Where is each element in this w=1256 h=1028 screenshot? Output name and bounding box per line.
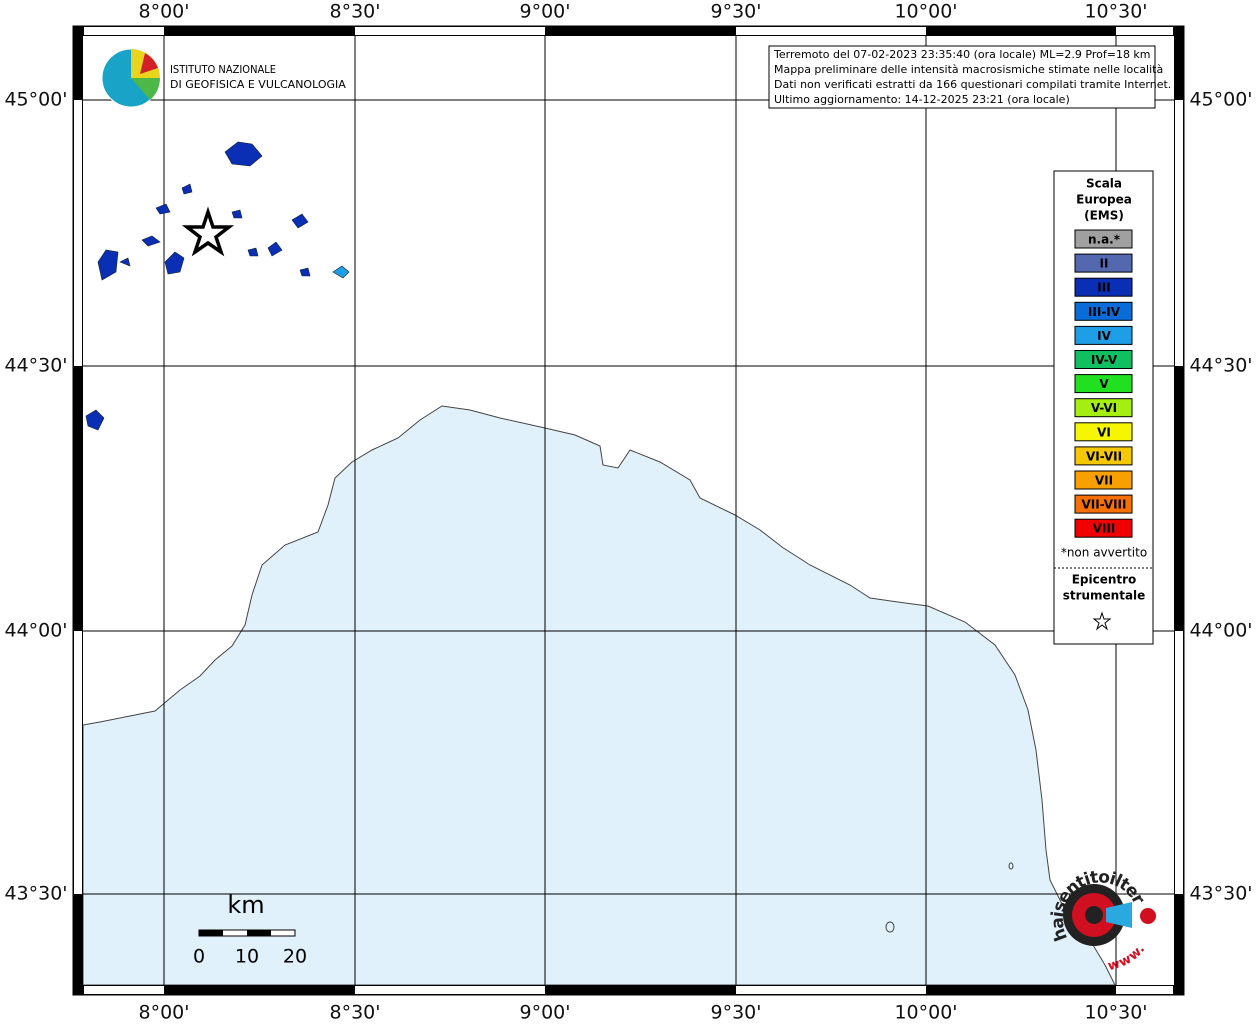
lon-label: 8°00' <box>139 1002 190 1024</box>
lat-label: 45°00' <box>4 89 67 111</box>
scale-label: 0 <box>193 946 205 968</box>
legend-swatch <box>1074 470 1133 490</box>
scale-bar-segment <box>247 930 271 936</box>
legend-label: V <box>1099 377 1109 391</box>
lat-label: 43°30' <box>4 883 67 905</box>
lon-label: 10°30' <box>1084 1002 1147 1024</box>
lat-label: 45°00' <box>1189 89 1252 111</box>
legend-title: Europea <box>1076 193 1132 207</box>
legend-label: VII <box>1095 474 1113 488</box>
legend-star <box>1092 611 1112 631</box>
legend-swatch <box>1074 494 1133 514</box>
legend-label: n.a.* <box>1088 233 1121 247</box>
scale-unit: km <box>227 891 264 919</box>
info-line: Ultimo aggiornamento: 14-12-2025 23:21 (… <box>774 93 1070 106</box>
legend-swatch <box>1074 229 1133 249</box>
lon-label: 10°00' <box>894 1002 957 1024</box>
sea <box>82 405 1116 986</box>
legend-label: III <box>1097 281 1110 295</box>
legend-label: VI <box>1097 425 1111 439</box>
logo-sector <box>131 78 161 100</box>
lon-label: 9°30' <box>711 1002 762 1024</box>
lat-label: 44°30' <box>1189 355 1252 377</box>
frame-outline <box>72 25 1185 996</box>
lon-label: 8°30' <box>330 1 381 23</box>
lon-label: 10°00' <box>894 1 957 23</box>
legend-epicenter: strumentale <box>1063 589 1146 603</box>
frame-ticks <box>74 27 1183 994</box>
lat-label: 44°30' <box>4 355 67 377</box>
watermark-speaker <box>1106 902 1132 928</box>
legend-swatch <box>1074 350 1133 369</box>
intensity-areas <box>85 141 350 431</box>
frame <box>73 26 1184 995</box>
lon-label: 10°30' <box>1084 1 1147 23</box>
legend-swatch <box>1074 301 1133 321</box>
lon-label: 8°30' <box>330 1002 381 1024</box>
legend-swatch <box>1074 374 1133 394</box>
legend-swatch <box>1074 422 1133 442</box>
island <box>885 921 895 933</box>
legend-label: IV <box>1097 329 1111 343</box>
logo-sector <box>140 53 158 74</box>
logo-text: ISTITUTO NAZIONALE <box>170 63 276 76</box>
info-line: Terremoto del 07-02-2023 23:35:40 (ora l… <box>773 48 1151 61</box>
legend-swatch <box>1074 398 1133 418</box>
legend-note: *non avvertito <box>1061 546 1147 560</box>
scale-bar-segment <box>199 930 223 936</box>
lon-label: 9°30' <box>711 1 762 23</box>
legend-label: VIII <box>1093 522 1116 536</box>
legend-label: III-IV <box>1088 305 1121 319</box>
lat-label: 43°30' <box>1189 883 1252 905</box>
legend-swatch <box>1074 253 1133 273</box>
info-box <box>768 45 1156 109</box>
lon-label: 9°00' <box>520 1002 571 1024</box>
legend-swatch <box>1074 325 1133 345</box>
legend-label: V-VI <box>1091 401 1117 415</box>
scale-label: 10 <box>235 946 259 968</box>
legend-swatch <box>1074 277 1133 297</box>
legend-epicenter: Epicentro <box>1072 573 1137 587</box>
info-line: Dati non verificati estratti da 166 ques… <box>774 78 1171 91</box>
lon-label: 9°00' <box>520 1 571 23</box>
watermark-disc <box>1085 906 1103 924</box>
logo-text: DI GEOFISICA E VULCANOLOGIA <box>170 78 346 91</box>
legend-label: II <box>1100 257 1109 271</box>
epicenter-star <box>181 206 235 257</box>
legend-title: (EMS) <box>1084 209 1124 223</box>
legend-label: VI-VII <box>1086 449 1122 463</box>
island <box>1008 862 1014 870</box>
lat-label: 44°00' <box>1189 620 1252 642</box>
lat-label: 44°00' <box>4 620 67 642</box>
graticule <box>83 36 1174 985</box>
info-line: Mappa preliminare delle intensità macros… <box>774 63 1163 76</box>
legend-label: IV-V <box>1091 353 1118 367</box>
scale-label: 20 <box>283 946 307 968</box>
legend-label: VII-VIII <box>1081 498 1126 512</box>
lon-label: 8°00' <box>139 1 190 23</box>
legend-swatch <box>1074 446 1133 466</box>
watermark-badge <box>1140 908 1156 924</box>
legend-title: Scala <box>1086 177 1122 191</box>
legend-swatch <box>1074 518 1133 538</box>
